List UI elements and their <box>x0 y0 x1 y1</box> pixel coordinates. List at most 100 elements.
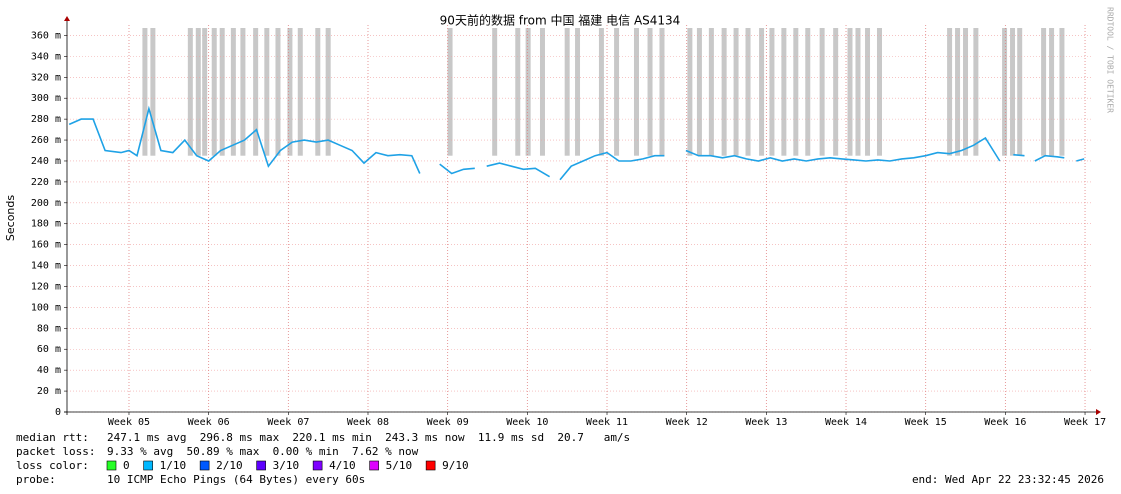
x-tick-label: Week 15 <box>905 417 947 428</box>
loss-bar <box>447 28 453 156</box>
y-axis-label: Seconds <box>4 195 17 241</box>
loss-bar <box>659 28 665 156</box>
loss-bar <box>708 28 714 156</box>
x-tick-label: Week 05 <box>108 417 150 428</box>
loss-bar <box>287 28 293 156</box>
loss-bar <box>515 28 521 156</box>
loss-bar <box>202 28 208 156</box>
x-tick-label: Week 10 <box>506 417 548 428</box>
loss-bar <box>819 28 825 156</box>
loss-bar <box>275 28 281 156</box>
legend-label: 9/10 <box>442 459 469 472</box>
probe: 10 ICMP Echo Pings (64 Bytes) every 60s <box>107 473 365 486</box>
loss-bar <box>195 28 201 156</box>
loss-bar <box>1049 28 1055 156</box>
y-tick-label: 260 m <box>31 135 61 146</box>
x-tick-label: Week 16 <box>984 417 1026 428</box>
y-tick-label: 80 m <box>37 323 61 334</box>
loss-bar <box>211 28 217 156</box>
legend-swatch <box>143 460 153 471</box>
legend-label: 4/10 <box>329 459 356 472</box>
y-tick-label: 200 m <box>31 198 61 209</box>
loss-bar <box>963 28 969 156</box>
loss-bar <box>564 28 570 156</box>
loss-bar <box>721 28 727 156</box>
loss-bar <box>1041 28 1047 156</box>
legend-label: 3/10 <box>273 459 300 472</box>
loss-bar <box>150 28 156 156</box>
y-tick-label: 40 m <box>37 365 61 376</box>
loss-bar <box>973 28 979 156</box>
loss-bar <box>1017 28 1023 156</box>
loss-bar <box>525 28 531 156</box>
loss-bar <box>1059 28 1065 156</box>
legend-swatch <box>312 460 323 471</box>
y-tick-label: 180 m <box>31 219 61 230</box>
loss-bar <box>575 28 581 156</box>
loss-bar <box>805 28 811 156</box>
x-tick-label: Week 07 <box>267 417 309 428</box>
loss-bar <box>733 28 739 156</box>
loss-bar <box>947 28 953 156</box>
watermark: RRDTOOL / TOBI OETIKER <box>1106 7 1115 113</box>
loss-bar <box>781 28 787 156</box>
x-tick-label: Week 06 <box>188 417 230 428</box>
loss-bar <box>865 28 871 156</box>
y-tick-label: 160 m <box>31 240 61 251</box>
loss-bar <box>696 28 702 156</box>
loss-bar <box>142 28 148 156</box>
loss-bar <box>539 28 545 156</box>
loss-bar <box>833 28 839 156</box>
y-tick-label: 140 m <box>31 261 61 272</box>
x-tick-label: Week 11 <box>586 417 628 428</box>
loss-bar <box>759 28 765 156</box>
loss-bar <box>855 28 861 156</box>
stats-label: median rtt: <box>16 431 89 444</box>
legend-swatch <box>256 460 266 471</box>
legend-swatch <box>369 460 379 471</box>
median-line <box>68 105 1085 181</box>
x-tick-label: Week 12 <box>666 417 708 428</box>
y-tick-label: 280 m <box>31 114 61 125</box>
loss-bar <box>876 28 882 156</box>
y-tick-label: 300 m <box>31 93 61 104</box>
loss-bar <box>647 28 653 156</box>
y-tick-label: 240 m <box>31 156 61 167</box>
y-tick-label: 20 m <box>37 386 61 397</box>
legend-swatch <box>199 460 210 471</box>
y-tick-label: 120 m <box>31 281 61 292</box>
loss-bar <box>253 28 259 156</box>
y-tick-label: 0 <box>55 407 61 418</box>
x-tick-label: Week 17 <box>1064 417 1106 428</box>
legend-swatch <box>106 460 117 471</box>
loss-bar <box>219 28 225 156</box>
loss-bar <box>955 28 961 156</box>
y-tick-label: 220 m <box>31 177 61 188</box>
loss-bar <box>230 28 236 156</box>
legend-label: 0 <box>123 459 130 472</box>
legend-label: 1/10 <box>160 459 187 472</box>
loss-bar <box>297 28 303 156</box>
y-tick-label: 100 m <box>31 302 61 313</box>
loss-bar <box>847 28 853 156</box>
y-tick-label: 320 m <box>31 72 61 83</box>
loss-bar <box>1010 28 1016 156</box>
end-time: end: Wed Apr 22 23:32:45 2026 <box>912 473 1104 486</box>
legend-label: loss color: <box>16 459 89 472</box>
loss-bar <box>1002 28 1008 156</box>
loss-bar <box>614 28 620 156</box>
loss-label: packet loss: <box>16 445 95 458</box>
probe-label: probe: <box>16 473 56 486</box>
axis-arrow <box>1096 409 1101 415</box>
loss-bar <box>793 28 799 156</box>
x-tick-label: Week 09 <box>427 417 469 428</box>
y-tick-label: 60 m <box>37 344 61 355</box>
loss-bar <box>633 28 639 156</box>
loss-bar <box>492 28 498 156</box>
axis-arrow <box>64 16 70 21</box>
y-tick-label: 340 m <box>31 51 61 62</box>
stats: 247.1 ms avg 296.8 ms max 220.1 ms min 2… <box>107 431 630 444</box>
loss-bar <box>315 28 321 156</box>
x-tick-label: Week 14 <box>825 417 867 428</box>
